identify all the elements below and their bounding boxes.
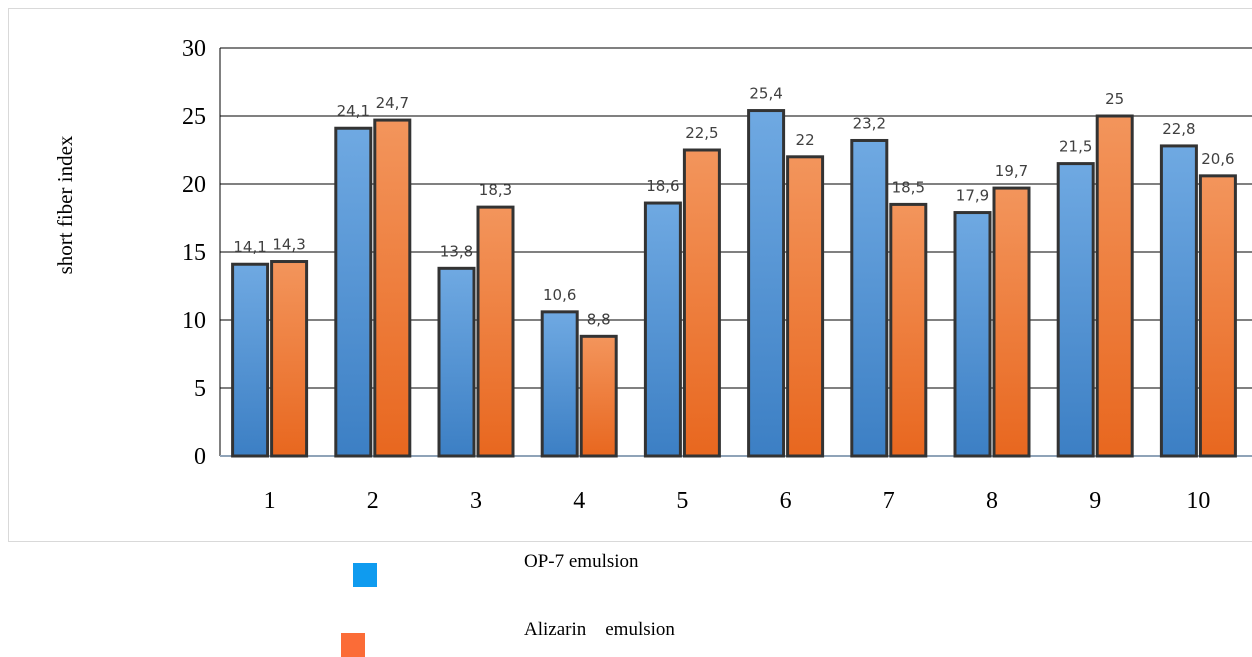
data-label: 19,7 bbox=[995, 162, 1028, 180]
y-tick-label: 10 bbox=[182, 308, 206, 334]
bar-alizarin-3 bbox=[476, 205, 515, 458]
data-label: 22 bbox=[796, 131, 815, 149]
x-tick-label: 3 bbox=[470, 488, 482, 514]
bar-op7-4 bbox=[540, 310, 579, 458]
y-tick-label: 5 bbox=[194, 376, 206, 402]
data-label: 23,2 bbox=[853, 114, 886, 132]
bar-alizarin-5 bbox=[682, 148, 721, 458]
bar-alizarin-8 bbox=[992, 186, 1031, 458]
x-tick-label: 7 bbox=[883, 488, 895, 514]
bar-op7-5 bbox=[643, 201, 682, 458]
x-axis-ticks: 1 2 3 4 5 6 7 8 9 10 bbox=[264, 488, 1211, 514]
x-tick-label: 6 bbox=[780, 488, 792, 514]
data-label: 25,4 bbox=[749, 85, 782, 103]
data-labels: 14,1 14,3 24,1 24,7 13,8 18,3 10,6 8,8 18,6 22,5 2… bbox=[233, 85, 1234, 329]
bar-op7-1 bbox=[231, 262, 270, 458]
data-label: 25 bbox=[1105, 90, 1124, 108]
bar-alizarin-2 bbox=[373, 118, 412, 458]
x-tick-label: 10 bbox=[1186, 488, 1210, 514]
bar-alizarin-9 bbox=[1095, 114, 1134, 458]
x-tick-label: 5 bbox=[676, 488, 688, 514]
data-label: 8,8 bbox=[587, 310, 611, 328]
y-tick-label: 0 bbox=[194, 444, 206, 470]
data-label: 14,3 bbox=[272, 236, 305, 254]
y-tick-label: 15 bbox=[182, 240, 206, 266]
bar-alizarin-6 bbox=[786, 155, 825, 458]
data-label: 24,1 bbox=[337, 102, 370, 120]
data-label: 24,7 bbox=[376, 94, 409, 112]
bar-op7-8 bbox=[953, 211, 992, 458]
y-axis-label: short fiber index bbox=[53, 135, 77, 274]
data-label: 18,3 bbox=[479, 181, 512, 199]
legend-label-op7: OP-7 emulsion bbox=[524, 551, 639, 572]
legend-label-alizarin: Alizarin emulsion bbox=[524, 619, 675, 640]
bar-op7-10 bbox=[1159, 144, 1198, 458]
x-tick-label: 4 bbox=[573, 488, 585, 514]
data-label: 18,5 bbox=[892, 178, 925, 196]
data-label: 14,1 bbox=[233, 238, 266, 256]
legend-swatch-alizarin bbox=[341, 633, 365, 657]
y-axis-ticks: 0 5 10 15 20 25 30 bbox=[182, 36, 206, 470]
y-tick-label: 25 bbox=[182, 104, 206, 130]
chart-frame bbox=[8, 8, 1252, 542]
x-tick-label: 1 bbox=[264, 488, 276, 514]
data-label: 22,5 bbox=[685, 124, 718, 142]
x-tick-label: 9 bbox=[1089, 488, 1101, 514]
data-label: 17,9 bbox=[956, 187, 989, 205]
bar-op7-3 bbox=[437, 266, 476, 458]
bar-alizarin-10 bbox=[1198, 174, 1237, 458]
bar-op7-9 bbox=[1056, 162, 1095, 458]
data-label: 21,5 bbox=[1059, 138, 1092, 156]
bar-op7-2 bbox=[334, 126, 373, 458]
legend-swatch-op7 bbox=[353, 563, 377, 587]
bar-op7-7 bbox=[850, 138, 889, 458]
x-tick-label: 2 bbox=[367, 488, 379, 514]
data-label: 13,8 bbox=[440, 242, 473, 260]
bar-op7-6 bbox=[747, 109, 786, 458]
bar-alizarin-7 bbox=[889, 202, 928, 458]
y-tick-label: 20 bbox=[182, 172, 206, 198]
data-label: 18,6 bbox=[646, 177, 679, 195]
data-label: 22,8 bbox=[1162, 120, 1195, 138]
bar-alizarin-4 bbox=[579, 334, 618, 458]
bar-alizarin-1 bbox=[270, 260, 309, 458]
bars bbox=[231, 109, 1237, 458]
data-label: 10,6 bbox=[543, 286, 576, 304]
data-label: 20,6 bbox=[1201, 150, 1234, 168]
y-tick-label: 30 bbox=[182, 36, 206, 62]
x-tick-label: 8 bbox=[986, 488, 998, 514]
